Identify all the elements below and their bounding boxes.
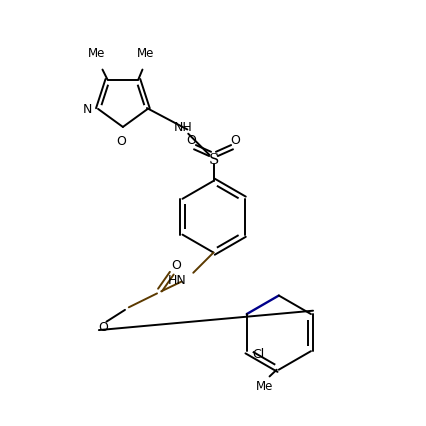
Text: Cl: Cl: [252, 347, 264, 360]
Text: O: O: [98, 320, 108, 334]
Text: O: O: [115, 134, 125, 147]
Text: Me: Me: [137, 47, 154, 60]
Text: O: O: [230, 134, 240, 147]
Text: O: O: [186, 134, 196, 147]
Text: NH: NH: [173, 121, 192, 134]
Text: Me: Me: [87, 47, 105, 60]
Text: N: N: [83, 103, 92, 116]
Text: HN: HN: [167, 273, 186, 286]
Text: S: S: [208, 153, 218, 167]
Text: O: O: [171, 259, 181, 272]
Text: Me: Me: [255, 379, 272, 392]
